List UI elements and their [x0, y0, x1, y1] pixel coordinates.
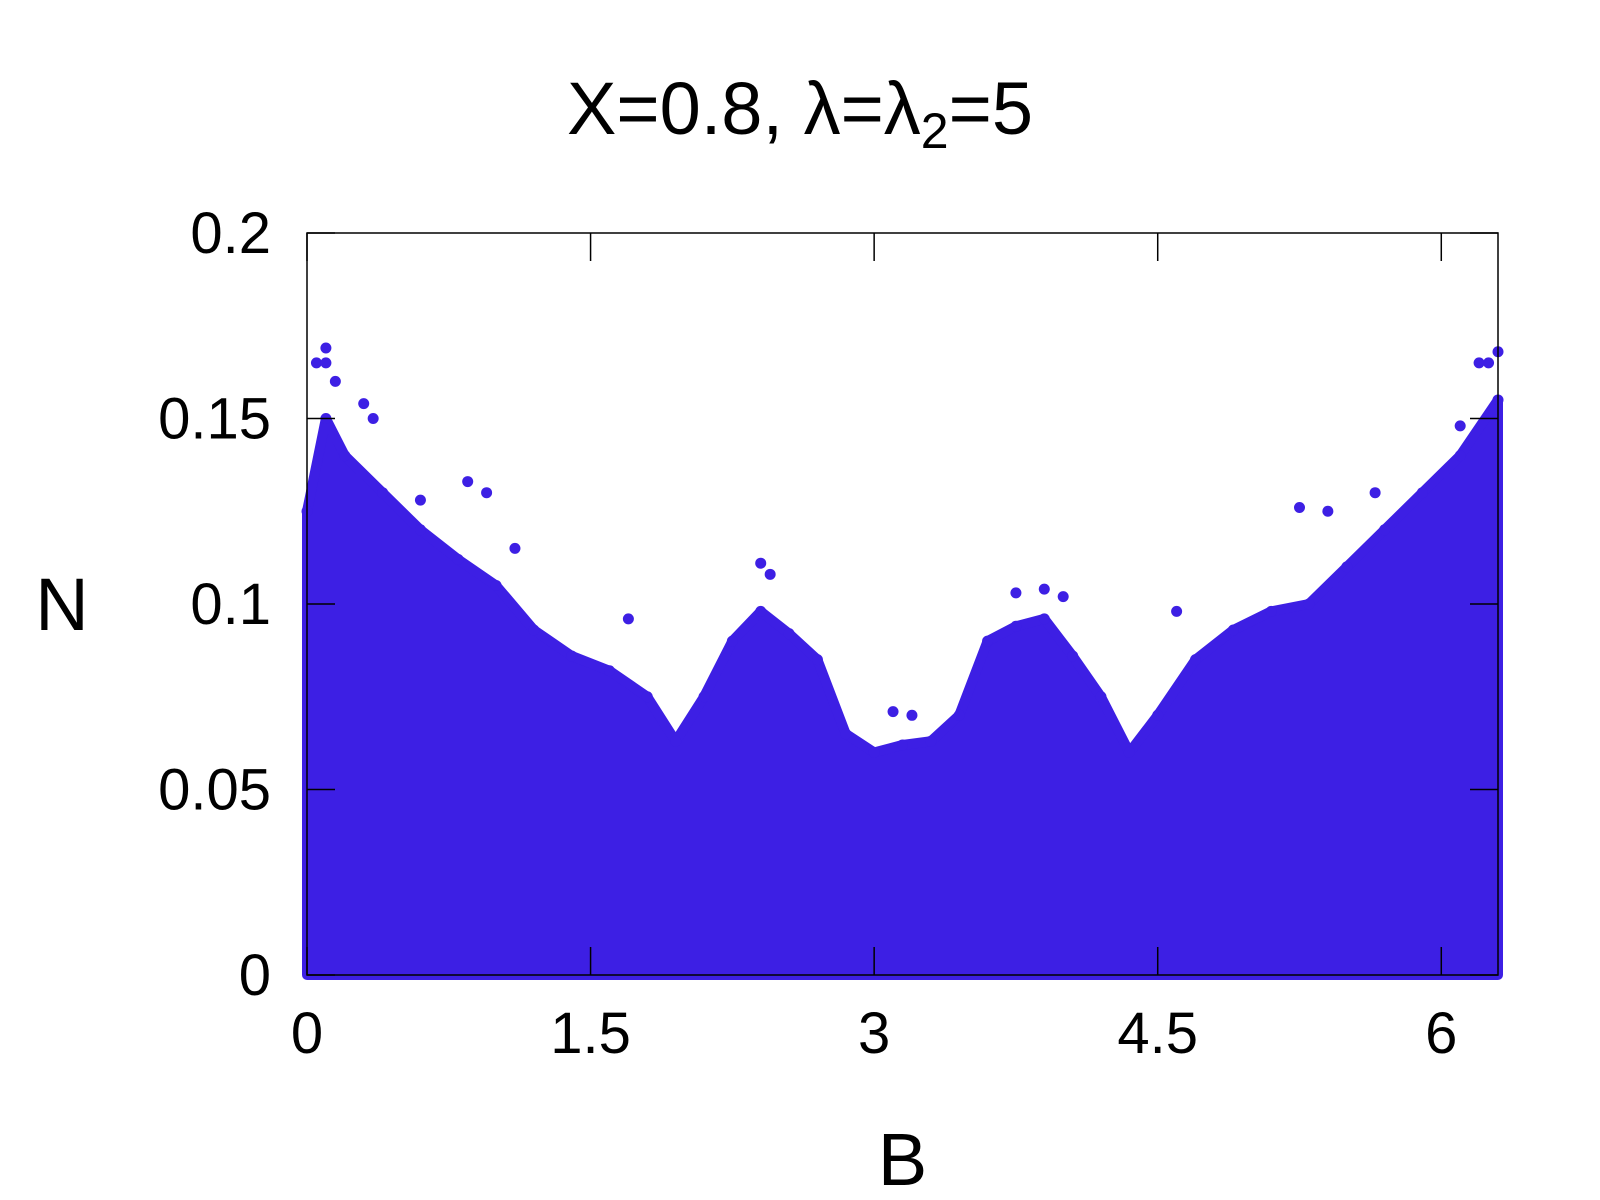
y-axis-label: N [35, 563, 88, 646]
data-point [1057, 591, 1069, 603]
data-point [783, 628, 795, 640]
data-point [1303, 598, 1315, 610]
data-point [726, 635, 738, 647]
data-point [1369, 487, 1381, 499]
data-point [1473, 357, 1485, 369]
data-point [1095, 691, 1107, 703]
data-point [622, 613, 634, 625]
data-point [1010, 620, 1022, 632]
y-tick-label: 0.2 [190, 201, 271, 266]
data-point [339, 450, 351, 462]
y-tick-label: 0.1 [190, 572, 271, 637]
data-points [301, 342, 1504, 980]
data-point [1067, 650, 1079, 662]
data-point [764, 568, 776, 580]
data-point [481, 487, 493, 499]
data-point [377, 487, 389, 499]
axis-ticks: 0 1.5 3 4.5 6 0 0.05 0.1 0.15 0.2 [158, 201, 1498, 1066]
data-point [414, 524, 426, 536]
data-point [982, 635, 994, 647]
data-point [811, 654, 823, 666]
data-point [840, 728, 852, 740]
data-point [1454, 450, 1466, 462]
y-tick-label: 0 [239, 943, 271, 1008]
data-point [1123, 746, 1135, 758]
x-tick-label: 1.5 [550, 1001, 631, 1066]
data-point [310, 357, 322, 369]
data-point [367, 413, 379, 424]
data-point [906, 709, 918, 721]
data-point [528, 624, 540, 636]
data-point [1038, 613, 1050, 625]
data-point [1038, 583, 1050, 595]
data-point [1454, 420, 1466, 432]
data-point [462, 476, 474, 488]
data-point [1010, 587, 1022, 599]
data-point [1152, 709, 1164, 721]
data-point [641, 691, 653, 703]
data-point [1294, 502, 1305, 514]
data-point [755, 605, 767, 617]
data-point [1341, 561, 1353, 573]
data-point [329, 375, 341, 387]
y-tick-label: 0.05 [158, 758, 271, 823]
data-point [1322, 505, 1334, 517]
data-point [1416, 487, 1428, 499]
data-point [603, 665, 615, 677]
data-point [452, 553, 464, 565]
scatter-point-cloud [302, 394, 1503, 980]
data-point [566, 650, 578, 662]
data-point [1379, 524, 1391, 536]
data-point [698, 691, 710, 703]
x-tick-label: 3 [858, 1001, 890, 1066]
y-tick-label: 0.15 [158, 387, 271, 452]
data-point [1227, 624, 1239, 636]
data-point [755, 557, 767, 569]
data-point [320, 342, 332, 354]
data-point [1171, 605, 1183, 617]
data-point [414, 494, 426, 506]
data-point [925, 735, 937, 747]
data-point [1265, 605, 1277, 617]
data-point [1483, 357, 1495, 369]
data-point [670, 735, 682, 747]
data-point [358, 398, 370, 410]
x-tick-label: 6 [1425, 1001, 1457, 1066]
x-axis-label: B [878, 1118, 927, 1200]
data-point [509, 542, 521, 554]
x-tick-label: 4.5 [1117, 1001, 1198, 1066]
data-point [897, 739, 908, 751]
x-tick-label: 0 [291, 1001, 323, 1066]
data-point [868, 746, 880, 758]
data-point [320, 357, 332, 369]
data-point [1190, 654, 1202, 666]
chart-title: X=0.8, λ=λ2=5 [567, 67, 1033, 159]
data-point [953, 709, 965, 721]
data-point [490, 579, 502, 591]
data-point [887, 706, 899, 718]
